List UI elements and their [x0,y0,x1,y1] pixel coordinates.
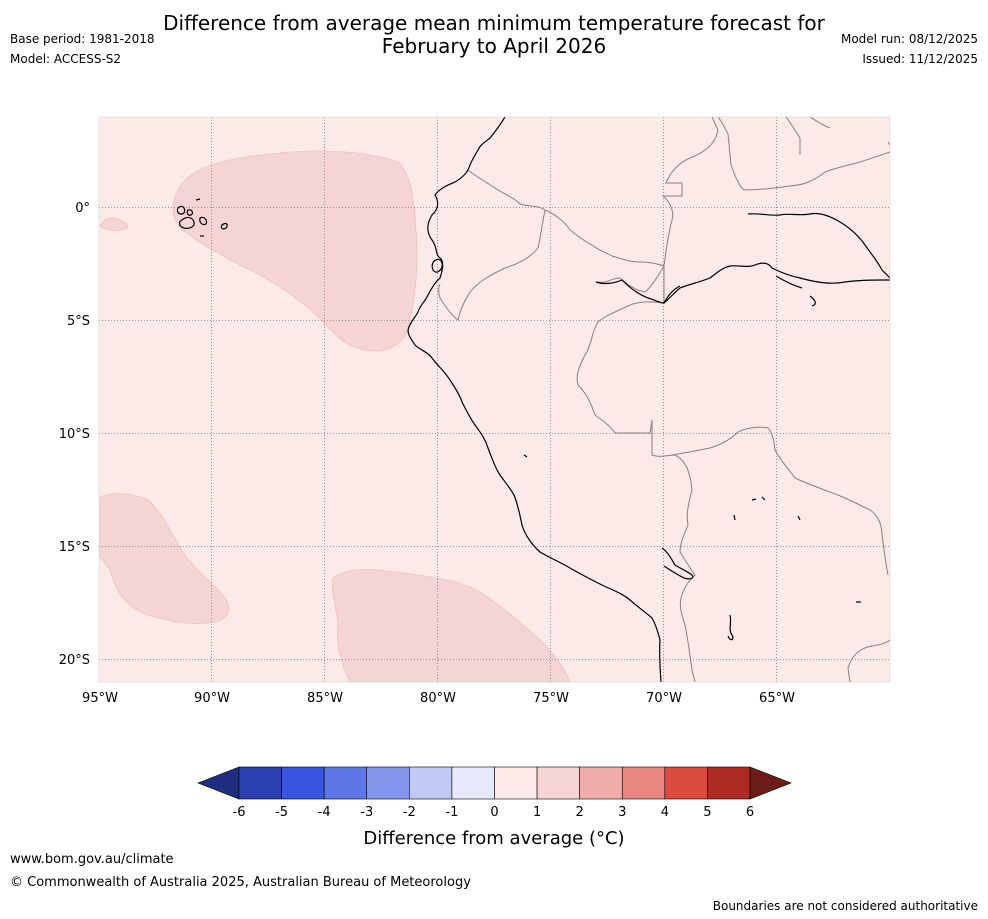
colorbar-box--1-to-0 [451,766,495,800]
colorbar-extend-low [197,766,240,800]
colorbar-tick-0: 0 [490,805,498,820]
model-run: Model run: 08/12/2025 [840,32,978,46]
meta-left: Base period: 1981-2018 Model: ACCESS-S2 [10,32,155,72]
coastline [176,117,890,682]
colorbar-tick-6: 6 [746,805,754,820]
anomaly-region-southwest [99,493,230,624]
title-line-1: Difference from average mean minimum tem… [163,11,825,35]
colorbar-ticks: -6 -5 -4 -3 -2 -1 0 1 2 3 4 5 6 [233,805,755,820]
country-borders [438,117,890,682]
lon-label-95w: 95°W [82,691,118,706]
copyright-text: © Commonwealth of Australia 2025, Austra… [10,875,471,890]
colorbar-tick-5: 5 [703,805,711,820]
colorbar-tick-3: 3 [618,805,626,820]
website-link[interactable]: www.bom.gov.au/climate [10,852,174,867]
colorbar-box--4-to--3 [323,766,368,800]
map-area [99,117,890,682]
disclaimer-text: Boundaries are not considered authoritat… [712,899,978,913]
colorbar-extend-high [749,766,792,800]
lat-label-15s: 15°S [59,540,90,555]
colorbar-box-3-to-4 [621,766,666,800]
anomaly-islet-west [99,217,128,231]
colorbar-tick-2: 2 [576,805,584,820]
anomaly-region-south [331,569,571,682]
colorbar-box--2-to--1 [409,766,453,800]
colorbar-tick--5: -5 [275,805,288,820]
lat-label-20s: 20°S [59,653,90,668]
lat-label-10s: 10°S [59,427,90,442]
map-frame [98,116,891,683]
lon-label-70w: 70°W [646,691,682,706]
model-name: Model: ACCESS-S2 [10,52,122,66]
colorbar-box--6-to--5 [238,766,282,800]
colorbar-box-1-to-2 [536,766,580,800]
colorbar-tick-1: 1 [533,805,541,820]
colorbar-box-0-to-1 [494,766,538,800]
latitude-labels: 0° 5°S 10°S 15°S 20°S [59,201,90,668]
title-line-2: February to April 2026 [381,34,607,58]
colorbar-tick--4: -4 [318,805,331,820]
colorbar-tick--6: -6 [233,805,246,820]
issued-date: Issued: 11/12/2025 [862,52,978,66]
colorbar-label: Difference from average (°C) [363,828,625,849]
base-period: Base period: 1981-2018 [10,32,155,46]
gridlines [99,117,890,682]
lon-label-90w: 90°W [194,691,230,706]
colorbar-tick--1: -1 [445,805,458,820]
meta-right: Model run: 08/12/2025 Issued: 11/12/2025 [841,32,978,72]
colorbar-tick--3: -3 [360,805,373,820]
colorbar-box-2-to-3 [579,766,623,800]
lon-label-75w: 75°W [533,691,569,706]
colorbar-box-5-to-6 [707,766,751,800]
map-title: Difference from average mean minimum tem… [0,12,988,58]
lon-label-80w: 80°W [420,691,456,706]
lon-label-85w: 85°W [307,691,343,706]
lat-label-0: 0° [75,201,90,216]
longitude-labels: 95°W 90°W 85°W 80°W 75°W 70°W 65°W [82,691,795,706]
lon-label-65w: 65°W [759,691,795,706]
colorbar-tick-4: 4 [661,805,669,820]
colorbar-box-4-to-5 [664,766,708,800]
colorbar-tick--2: -2 [403,805,416,820]
colorbar-box--5-to--4 [281,766,325,800]
colorbar-box--3-to--2 [366,766,410,800]
colorbar [197,766,792,800]
lat-label-5s: 5°S [67,314,90,329]
